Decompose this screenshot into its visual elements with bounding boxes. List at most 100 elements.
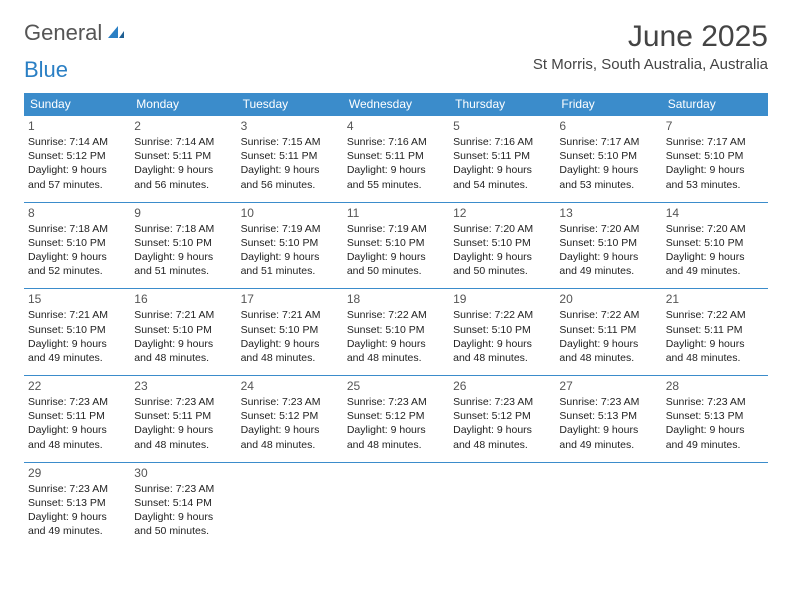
sunrise-line: Sunrise: 7:21 AM [28, 308, 126, 322]
sunrise-line: Sunrise: 7:23 AM [28, 395, 126, 409]
day-number: 20 [559, 292, 657, 306]
sunset-line: Sunset: 5:10 PM [559, 236, 657, 250]
calendar-day-cell: 11Sunrise: 7:19 AMSunset: 5:10 PMDayligh… [343, 202, 449, 289]
day-number: 4 [347, 119, 445, 133]
sunset-line: Sunset: 5:10 PM [347, 323, 445, 337]
daylight-line: Daylight: 9 hours [559, 423, 657, 437]
daylight-line: and 48 minutes. [666, 351, 764, 365]
calendar-day-cell: 30Sunrise: 7:23 AMSunset: 5:14 PMDayligh… [130, 462, 236, 548]
daylight-line: Daylight: 9 hours [666, 423, 764, 437]
sunset-line: Sunset: 5:10 PM [666, 149, 764, 163]
sunrise-line: Sunrise: 7:16 AM [453, 135, 551, 149]
day-number: 21 [666, 292, 764, 306]
sunrise-line: Sunrise: 7:22 AM [559, 308, 657, 322]
day-number: 3 [241, 119, 339, 133]
day-number: 13 [559, 206, 657, 220]
sunset-line: Sunset: 5:13 PM [666, 409, 764, 423]
day-number: 30 [134, 466, 232, 480]
day-number: 7 [666, 119, 764, 133]
daylight-line: and 48 minutes. [347, 438, 445, 452]
day-header: Monday [130, 93, 236, 116]
daylight-line: and 56 minutes. [241, 178, 339, 192]
sunset-line: Sunset: 5:12 PM [453, 409, 551, 423]
daylight-line: Daylight: 9 hours [134, 163, 232, 177]
title-block: June 2025 St Morris, South Australia, Au… [533, 20, 768, 73]
daylight-line: and 53 minutes. [559, 178, 657, 192]
calendar-week-row: 1Sunrise: 7:14 AMSunset: 5:12 PMDaylight… [24, 116, 768, 203]
sunset-line: Sunset: 5:10 PM [134, 236, 232, 250]
sunset-line: Sunset: 5:11 PM [134, 409, 232, 423]
day-number: 24 [241, 379, 339, 393]
day-number: 17 [241, 292, 339, 306]
sunrise-line: Sunrise: 7:14 AM [28, 135, 126, 149]
daylight-line: and 48 minutes. [134, 438, 232, 452]
day-number: 8 [28, 206, 126, 220]
day-header-row: Sunday Monday Tuesday Wednesday Thursday… [24, 93, 768, 116]
daylight-line: Daylight: 9 hours [241, 163, 339, 177]
calendar-day-cell: 21Sunrise: 7:22 AMSunset: 5:11 PMDayligh… [662, 289, 768, 376]
calendar-week-row: 15Sunrise: 7:21 AMSunset: 5:10 PMDayligh… [24, 289, 768, 376]
sunset-line: Sunset: 5:13 PM [559, 409, 657, 423]
daylight-line: Daylight: 9 hours [666, 337, 764, 351]
sunrise-line: Sunrise: 7:14 AM [134, 135, 232, 149]
daylight-line: Daylight: 9 hours [559, 250, 657, 264]
day-number: 15 [28, 292, 126, 306]
day-number: 1 [28, 119, 126, 133]
sunrise-line: Sunrise: 7:23 AM [134, 482, 232, 496]
day-header: Sunday [24, 93, 130, 116]
calendar-day-cell: 18Sunrise: 7:22 AMSunset: 5:10 PMDayligh… [343, 289, 449, 376]
daylight-line: Daylight: 9 hours [134, 423, 232, 437]
calendar-day-cell: 24Sunrise: 7:23 AMSunset: 5:12 PMDayligh… [237, 376, 343, 463]
daylight-line: and 50 minutes. [134, 524, 232, 538]
daylight-line: and 48 minutes. [241, 438, 339, 452]
day-number: 25 [347, 379, 445, 393]
sunset-line: Sunset: 5:10 PM [666, 236, 764, 250]
sunset-line: Sunset: 5:10 PM [28, 323, 126, 337]
daylight-line: Daylight: 9 hours [134, 337, 232, 351]
calendar-body: 1 Sunrise: 7:14 AM Sunset: 5:12 PM Daylight… [24, 116, 768, 549]
daylight-line: Daylight: 9 hours [666, 163, 764, 177]
daylight-line: and 48 minutes. [241, 351, 339, 365]
calendar-day-cell: 16Sunrise: 7:21 AMSunset: 5:10 PMDayligh… [130, 289, 236, 376]
sunset-line: Sunset: 5:11 PM [666, 323, 764, 337]
day-header: Wednesday [343, 93, 449, 116]
day-number: 5 [453, 119, 551, 133]
daylight-line: Daylight: 9 hours [241, 337, 339, 351]
daylight-line: Daylight: 9 hours [666, 250, 764, 264]
calendar-day-cell: 6Sunrise: 7:17 AMSunset: 5:10 PMDaylight… [555, 116, 661, 203]
sunrise-line: Sunrise: 7:20 AM [453, 222, 551, 236]
daylight-line: Daylight: 9 hours [28, 250, 126, 264]
calendar-day-cell: 12Sunrise: 7:20 AMSunset: 5:10 PMDayligh… [449, 202, 555, 289]
calendar-day-cell: 4Sunrise: 7:16 AMSunset: 5:11 PMDaylight… [343, 116, 449, 203]
sunrise-line: Sunrise: 7:18 AM [134, 222, 232, 236]
day-number: 18 [347, 292, 445, 306]
daylight-line: Daylight: 9 hours [241, 423, 339, 437]
calendar-day-cell: 25Sunrise: 7:23 AMSunset: 5:12 PMDayligh… [343, 376, 449, 463]
daylight-line: and 57 minutes. [28, 178, 126, 192]
daylight-line: and 54 minutes. [453, 178, 551, 192]
sunrise-line: Sunrise: 7:23 AM [241, 395, 339, 409]
calendar-day-cell: 17Sunrise: 7:21 AMSunset: 5:10 PMDayligh… [237, 289, 343, 376]
daylight-line: Daylight: 9 hours [347, 250, 445, 264]
sunset-line: Sunset: 5:11 PM [559, 323, 657, 337]
sunrise-line: Sunrise: 7:23 AM [559, 395, 657, 409]
daylight-line: and 50 minutes. [347, 264, 445, 278]
calendar-day-cell: 8Sunrise: 7:18 AMSunset: 5:10 PMDaylight… [24, 202, 130, 289]
day-header: Saturday [662, 93, 768, 116]
sunrise-line: Sunrise: 7:23 AM [134, 395, 232, 409]
daylight-line: and 49 minutes. [28, 351, 126, 365]
daylight-line: Daylight: 9 hours [453, 337, 551, 351]
calendar-table: Sunday Monday Tuesday Wednesday Thursday… [24, 93, 768, 548]
sunset-line: Sunset: 5:10 PM [347, 236, 445, 250]
daylight-line: Daylight: 9 hours [28, 423, 126, 437]
sunrise-line: Sunrise: 7:23 AM [666, 395, 764, 409]
logo-text-blue: Blue [24, 57, 68, 83]
daylight-line: and 49 minutes. [28, 524, 126, 538]
daylight-line: and 49 minutes. [559, 264, 657, 278]
sunrise-line: Sunrise: 7:20 AM [559, 222, 657, 236]
sunset-line: Sunset: 5:13 PM [28, 496, 126, 510]
day-number: 16 [134, 292, 232, 306]
daylight-line: and 51 minutes. [134, 264, 232, 278]
day-number: 28 [666, 379, 764, 393]
sunrise-line: Sunrise: 7:20 AM [666, 222, 764, 236]
